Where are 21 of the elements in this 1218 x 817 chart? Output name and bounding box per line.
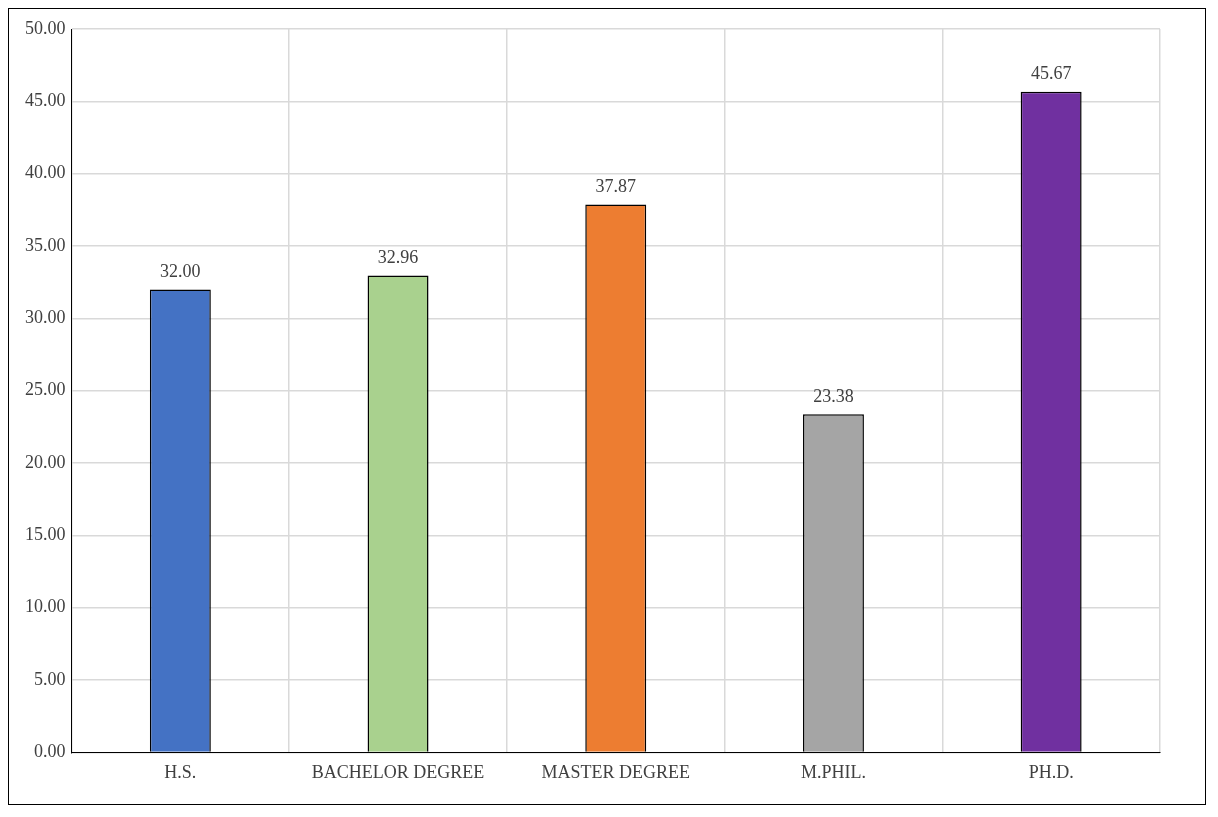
y-tick-label: 30.00 <box>25 307 66 328</box>
x-tick-label: M.PHIL. <box>800 761 866 782</box>
data-label: 23.38 <box>813 385 854 406</box>
y-tick-label: 35.00 <box>25 234 66 255</box>
x-tick-label: H.S. <box>164 761 197 782</box>
data-label: 37.87 <box>595 176 636 197</box>
y-tick-label: 15.00 <box>25 524 66 545</box>
y-tick-label: 20.00 <box>25 451 66 472</box>
x-tick-label: MASTER DEGREE <box>541 761 690 782</box>
data-label: 32.00 <box>160 261 201 282</box>
x-tick-label: PH.D. <box>1028 761 1074 782</box>
x-tick-label: BACHELOR DEGREE <box>311 761 485 782</box>
y-tick-label: 45.00 <box>25 90 66 111</box>
y-tick-label: 25.00 <box>25 379 66 400</box>
y-tick-label: 5.00 <box>34 668 66 689</box>
data-label: 45.67 <box>1030 63 1072 84</box>
data-label: 32.96 <box>377 247 419 268</box>
y-tick-label: 10.00 <box>25 596 66 617</box>
y-tick-label: 40.00 <box>25 162 66 183</box>
y-tick-label: 0.00 <box>34 741 66 762</box>
y-tick-label: 50.00 <box>25 17 66 38</box>
